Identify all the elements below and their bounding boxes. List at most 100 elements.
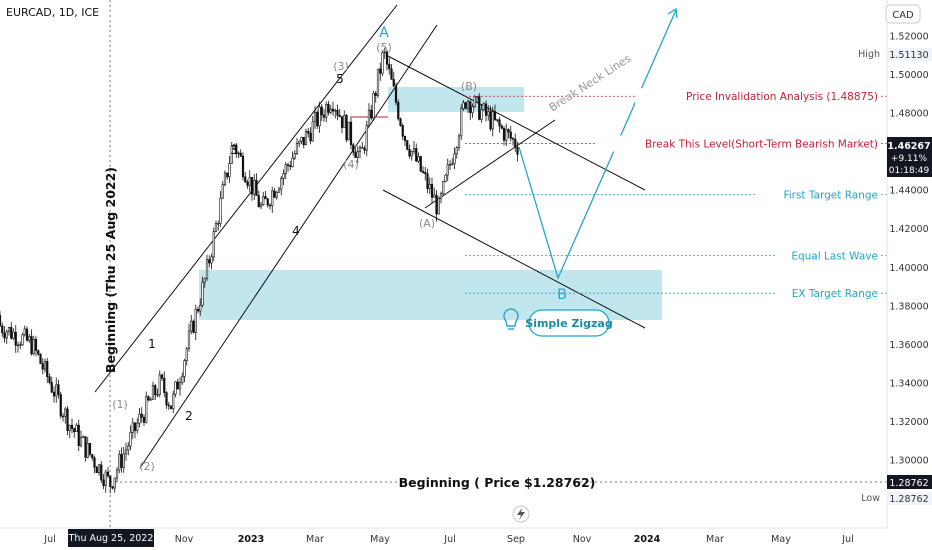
candle-body [151, 385, 155, 400]
candle-body [136, 422, 139, 431]
candle [372, 90, 375, 122]
candle [379, 62, 382, 81]
candle-body [16, 344, 20, 347]
neck-line [424, 119, 556, 209]
candle [5, 329, 8, 345]
candle-body [32, 338, 35, 355]
candle-body [244, 176, 247, 183]
candle-body [426, 173, 429, 189]
candle-body [199, 304, 202, 312]
candle [57, 379, 60, 399]
zone-b-top [388, 87, 524, 112]
candle [50, 376, 53, 394]
candle [439, 191, 443, 204]
candle-body [266, 198, 269, 206]
candle-body [183, 360, 186, 377]
candle-body [320, 106, 323, 116]
candle-body [106, 471, 110, 477]
candle-body [104, 471, 107, 486]
candle-body [327, 103, 330, 113]
time-label-nov-2022: Nov [175, 534, 194, 545]
candle [313, 106, 317, 129]
candle [194, 304, 197, 340]
beginning-vertical-label: Beginning (Thu 25 Aug 2022) [103, 167, 118, 373]
candle [374, 90, 377, 103]
beginning-price-label-bg [414, 473, 580, 491]
candle [156, 388, 159, 398]
candle [212, 227, 215, 261]
candle-body [309, 132, 312, 142]
candle [118, 450, 121, 474]
candle [347, 121, 350, 141]
candle-body [210, 256, 213, 264]
candle-body [248, 176, 251, 186]
level-label-bg [635, 88, 880, 105]
candle [250, 176, 254, 201]
candle-body [194, 308, 197, 333]
candle-body [156, 394, 159, 396]
price-tick-label: 1.40000 [889, 263, 928, 274]
candle-body [167, 404, 170, 407]
candle [192, 319, 195, 334]
candle [401, 123, 404, 141]
candle [111, 486, 114, 490]
candle-body [264, 196, 267, 200]
level-label: Equal Last Wave [791, 251, 878, 263]
candle-body [509, 131, 512, 139]
candle-body [30, 336, 33, 355]
candle-body [217, 223, 220, 225]
candle [311, 115, 314, 142]
candle-body [43, 361, 47, 370]
candle [295, 138, 299, 156]
candle-body [55, 384, 58, 397]
candle-body [34, 338, 38, 351]
candle [300, 136, 303, 145]
candle-body [221, 184, 224, 199]
candle-body [410, 150, 413, 157]
candle [239, 149, 242, 157]
candle [115, 467, 119, 483]
time-axis[interactable]: Jul Nov 2023 Mar May Jul Sep Nov 2024 Ma… [0, 527, 932, 550]
lightning-icon[interactable] [512, 505, 530, 523]
candle [293, 150, 296, 160]
candle [435, 190, 438, 222]
candle-body [176, 381, 179, 390]
time-label-nov-2023: Nov [573, 534, 592, 545]
candle [496, 119, 499, 123]
candle-body [372, 92, 375, 119]
beginning-price-badge-value: 1.28762 [889, 478, 928, 489]
candle [55, 377, 58, 403]
candle-body [140, 413, 143, 418]
symbol-title: EURCAD, 1D, ICE [6, 6, 99, 19]
candle [91, 453, 94, 461]
wave-label-teal-B: B [557, 287, 567, 303]
candle-body [124, 449, 128, 455]
candle-body [388, 63, 391, 70]
beginning-price-label: Beginning ( Price $1.28762) [399, 475, 596, 490]
candle [244, 172, 247, 183]
price-axis[interactable]: 1.520001.500001.480001.460001.440001.420… [858, 0, 932, 528]
channel-upper-line [94, 4, 398, 393]
price-tick-label: 1.42000 [889, 224, 928, 235]
candle-body [131, 422, 134, 433]
candle-body [122, 453, 125, 468]
candle-body [298, 140, 301, 144]
candle-body [127, 445, 130, 451]
candle [172, 390, 175, 414]
wave-label-black-5: 5 [336, 72, 344, 86]
candle-body [473, 96, 476, 107]
candle [487, 105, 490, 121]
candle [302, 136, 305, 149]
candle-body [163, 377, 166, 393]
candle-body [516, 147, 519, 155]
simple-zigzag-box [528, 309, 610, 337]
candle [442, 180, 445, 196]
candle [232, 143, 236, 150]
candle-body [466, 101, 470, 109]
candle [86, 436, 89, 459]
candle-body [286, 164, 290, 166]
candle [41, 358, 44, 375]
candle [167, 401, 170, 410]
